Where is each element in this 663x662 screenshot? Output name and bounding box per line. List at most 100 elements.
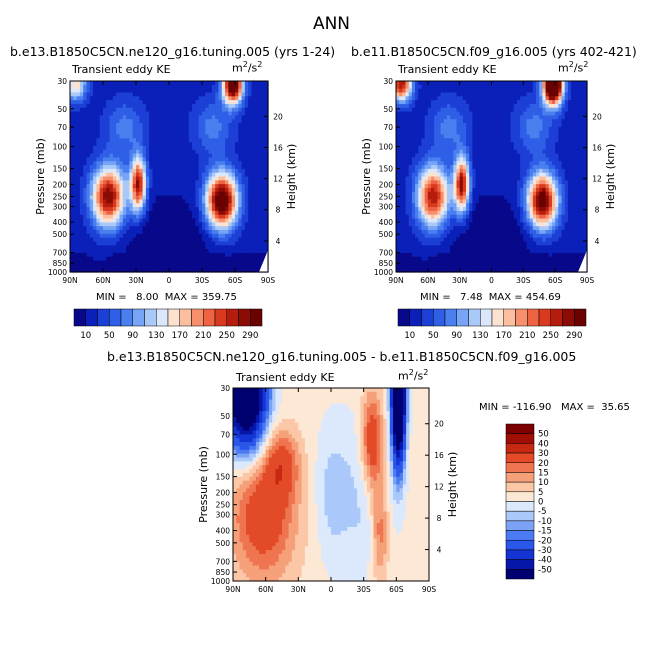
heatmap-cell [244, 100, 249, 105]
panel3-units: m2/s2 [398, 368, 428, 383]
heatmap-cell [411, 103, 416, 109]
heatmap-cell [424, 130, 429, 136]
heatmap-cell [446, 184, 451, 189]
heatmap-cell [142, 268, 147, 273]
heatmap-cell [238, 180, 243, 185]
heatmap-cell [119, 184, 124, 189]
heatmap-cell [405, 130, 410, 136]
heatmap-cell [119, 191, 124, 197]
heatmap-cell [202, 252, 206, 258]
heatmap-cell [399, 187, 403, 193]
heatmap-cell [254, 249, 259, 254]
heatmap-cell [208, 222, 213, 227]
heatmap-cell [459, 180, 464, 185]
heatmap-cell [79, 199, 84, 204]
heatmap-cell [139, 81, 144, 86]
heatmap-cell [195, 180, 200, 185]
heatmap-cell [86, 168, 91, 174]
heatmap-cell [195, 184, 200, 189]
heatmap-cell [106, 264, 111, 269]
heatmap-cell [513, 207, 518, 212]
heatmap-cell [497, 268, 502, 273]
heatmap-cell [112, 153, 117, 158]
heatmap-cell [106, 214, 111, 220]
heatmap-cell [446, 149, 451, 155]
heatmap-cell [453, 176, 458, 181]
heatmap-cell [198, 100, 203, 105]
heatmap-cell [411, 214, 416, 220]
heatmap-cell [472, 268, 477, 273]
heatmap-cell [185, 207, 190, 212]
heatmap-cell [504, 176, 509, 181]
heatmap-cell [481, 149, 486, 155]
heatmap-cell [175, 130, 180, 136]
heatmap-cell [73, 84, 78, 90]
heatmap-cell [73, 264, 78, 269]
heatmap-cell [437, 130, 442, 136]
heatmap-cell [424, 142, 429, 147]
heatmap-cell [431, 199, 435, 204]
heatmap-cell [228, 229, 233, 235]
heatmap-cell [198, 191, 203, 197]
heatmap-cell [415, 157, 419, 162]
heatmap-cell [145, 149, 150, 155]
heatmap-cell [251, 249, 256, 254]
heatmap-cell [116, 153, 121, 158]
heatmap-cell [427, 176, 432, 181]
heatmap-cell [456, 180, 461, 185]
x-tick-label: 90S [261, 276, 276, 285]
heatmap-cell [481, 264, 486, 269]
heatmap-cell [165, 119, 170, 124]
heatmap-cell [261, 184, 266, 189]
heatmap-cell [402, 229, 407, 235]
heatmap-cell [172, 245, 177, 250]
heatmap-cell [103, 252, 107, 258]
heatmap-cell [405, 81, 410, 86]
heatmap-cell [453, 260, 458, 265]
heatmap-cell [228, 145, 233, 151]
heatmap-cell [510, 256, 515, 262]
heatmap-cell [491, 149, 496, 155]
heatmap-cell [396, 218, 400, 223]
heatmap-cell [70, 138, 74, 143]
heatmap-cell [431, 123, 435, 128]
heatmap-cell [205, 172, 210, 178]
heatmap-cell [437, 157, 442, 162]
heatmap-cell [132, 187, 137, 193]
heatmap-cell [494, 229, 499, 235]
heatmap-cell [501, 145, 505, 151]
heatmap-cell [459, 222, 464, 227]
heatmap-cell [437, 214, 442, 220]
heatmap-cell [241, 149, 246, 155]
heatmap-cell [408, 130, 413, 136]
heatmap-cell [478, 172, 483, 178]
heatmap-cell [459, 107, 464, 113]
heatmap-cell [139, 268, 144, 273]
heatmap-cell [215, 172, 220, 178]
heatmap-cell [241, 107, 246, 113]
heatmap-cell [415, 233, 419, 239]
heatmap-cell [244, 199, 249, 204]
heatmap-cell [103, 226, 107, 231]
heatmap-cell [172, 187, 177, 193]
heatmap-cell [159, 207, 163, 212]
heatmap-cell [415, 84, 419, 90]
heatmap-cell [501, 161, 505, 166]
heatmap-cell [491, 138, 496, 143]
heatmap-cell [248, 241, 253, 246]
heatmap-cell [264, 241, 269, 246]
heatmap-cell [205, 96, 210, 101]
heatmap-cell [162, 222, 167, 227]
heatmap-cell [251, 165, 256, 170]
heatmap-cell [415, 210, 419, 216]
heatmap-cell [152, 180, 157, 185]
heatmap-cell [126, 226, 130, 231]
heatmap-cell [437, 245, 442, 250]
heatmap-cell [169, 145, 173, 151]
heatmap-cell [481, 96, 486, 101]
heatmap-cell [211, 237, 216, 243]
heatmap-cell [510, 184, 515, 189]
heatmap-cell [411, 161, 416, 166]
heatmap-cell [145, 249, 150, 254]
heatmap-cell [424, 237, 429, 243]
